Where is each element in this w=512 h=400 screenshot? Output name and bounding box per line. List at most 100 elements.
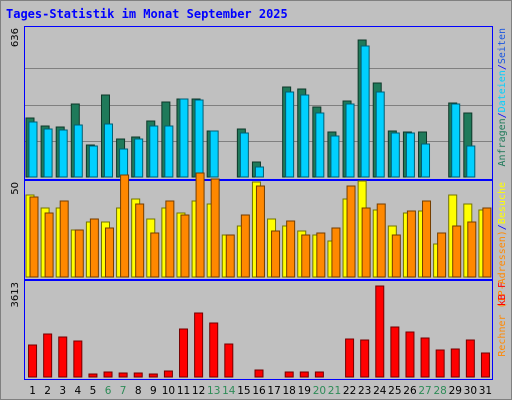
x-tick-label: 7 xyxy=(120,385,127,397)
bar-kb-f xyxy=(209,322,219,378)
bar-kb-f xyxy=(163,370,173,378)
bar-dateien xyxy=(300,94,310,178)
bar-rechner xyxy=(29,196,39,278)
bar-rechner xyxy=(135,203,145,278)
bar-dateien xyxy=(134,138,144,178)
legend-entry: / xyxy=(497,64,508,70)
bar-dateien xyxy=(421,143,431,178)
panel-bottom xyxy=(24,280,493,380)
bar-dateien xyxy=(315,112,325,178)
bar-dateien xyxy=(390,132,400,178)
x-tick-label: 28 xyxy=(433,385,446,397)
bar-rechner xyxy=(437,232,447,278)
bar-dateien xyxy=(119,148,129,178)
bar-dateien xyxy=(375,91,385,178)
max-label-middle: 50 xyxy=(10,182,21,195)
legend-entry: Besuche xyxy=(497,182,508,224)
bar-kb-f xyxy=(103,371,113,378)
bar-kb-f xyxy=(284,371,294,378)
bar-kb-f xyxy=(375,285,385,378)
bar-kb-f xyxy=(179,328,189,378)
bar-rechner xyxy=(255,185,265,278)
bar-kb-f xyxy=(224,343,234,378)
bar-rechner xyxy=(240,214,250,278)
x-tick-label: 4 xyxy=(74,385,81,397)
x-tick-label: 23 xyxy=(358,385,371,397)
bar-kb-f xyxy=(299,371,309,378)
bar-rechner xyxy=(150,232,160,278)
max-label-top: 636 xyxy=(10,28,21,47)
x-tick-label: 5 xyxy=(90,385,97,397)
bar-kb-f xyxy=(73,340,83,378)
bar-kb-f xyxy=(58,336,68,378)
max-label-bottom: 3613 xyxy=(10,282,21,307)
bar-kb-f xyxy=(314,371,324,378)
x-tick-label: 29 xyxy=(449,385,462,397)
bar-dateien xyxy=(330,135,340,178)
bar-rechner xyxy=(74,229,84,278)
x-tick-label: 25 xyxy=(388,385,401,397)
x-tick-label: 30 xyxy=(464,385,477,397)
bar-dateien xyxy=(239,132,249,178)
x-tick-label: 31 xyxy=(479,385,492,397)
chart-title: Tages-Statistik im Monat September 2025 xyxy=(6,7,288,21)
bar-rechner xyxy=(210,178,220,278)
x-tick-label: 15 xyxy=(237,385,250,397)
bar-rechner xyxy=(59,200,69,278)
x-tick-label: 8 xyxy=(135,385,142,397)
x-tick-label: 26 xyxy=(403,385,417,397)
legend-entry: Rechner (IP-Adressen) xyxy=(497,230,508,356)
x-tick-label: 6 xyxy=(105,385,112,397)
bar-dateien xyxy=(466,145,476,178)
x-tick-label: 13 xyxy=(207,385,220,397)
x-tick-label: 21 xyxy=(328,385,341,397)
x-tick-label: 9 xyxy=(150,385,157,397)
bar-rechner xyxy=(165,200,175,278)
bar-rechner xyxy=(331,227,341,278)
x-tick-label: 22 xyxy=(343,385,356,397)
bar-kb-f xyxy=(88,373,98,378)
bar-rechner xyxy=(120,174,130,278)
bar-kb-f xyxy=(194,312,204,378)
bar-dateien xyxy=(285,91,295,178)
bar-rechner xyxy=(361,207,371,278)
bar-dateien xyxy=(43,128,53,178)
legend-bottom: kB F xyxy=(497,282,508,306)
bar-rechner xyxy=(391,234,401,278)
bar-dateien xyxy=(88,145,98,178)
bar-kb-f xyxy=(465,339,475,378)
bar-rechner xyxy=(422,200,432,278)
bar-kb-f xyxy=(450,348,460,378)
legend-entry: Seiten xyxy=(497,28,508,64)
bar-rechner xyxy=(104,227,114,278)
bar-dateien xyxy=(73,124,83,178)
bar-kb-f xyxy=(28,344,38,378)
bar-rechner xyxy=(301,234,311,278)
bar-kb-f xyxy=(345,338,355,378)
bar-kb-f xyxy=(254,369,264,378)
bar-kb-f xyxy=(435,349,445,378)
bar-rechner xyxy=(316,232,326,278)
bar-kb-f xyxy=(148,373,158,378)
x-tick-label: 3 xyxy=(59,385,66,397)
x-tick-label: 1 xyxy=(29,385,36,397)
bar-dateien xyxy=(451,103,461,178)
bar-dateien xyxy=(345,103,355,178)
x-tick-label: 18 xyxy=(283,385,296,397)
bar-rechner xyxy=(376,203,386,278)
bar-dateien xyxy=(58,129,68,178)
bar-dateien xyxy=(149,125,159,178)
bar-dateien xyxy=(405,132,415,178)
legend-entry: Anfragen xyxy=(497,118,508,166)
legend-entry: Dateien xyxy=(497,70,508,112)
bar-rechner xyxy=(467,221,477,278)
bar-dateien xyxy=(28,121,38,178)
bar-rechner xyxy=(225,234,235,278)
legend-entry: / xyxy=(497,112,508,118)
x-tick-label: 27 xyxy=(418,385,431,397)
bar-rechner xyxy=(89,218,99,278)
x-tick-label: 24 xyxy=(373,385,387,397)
bar-kb-f xyxy=(360,339,370,378)
x-tick-label: 12 xyxy=(192,385,205,397)
